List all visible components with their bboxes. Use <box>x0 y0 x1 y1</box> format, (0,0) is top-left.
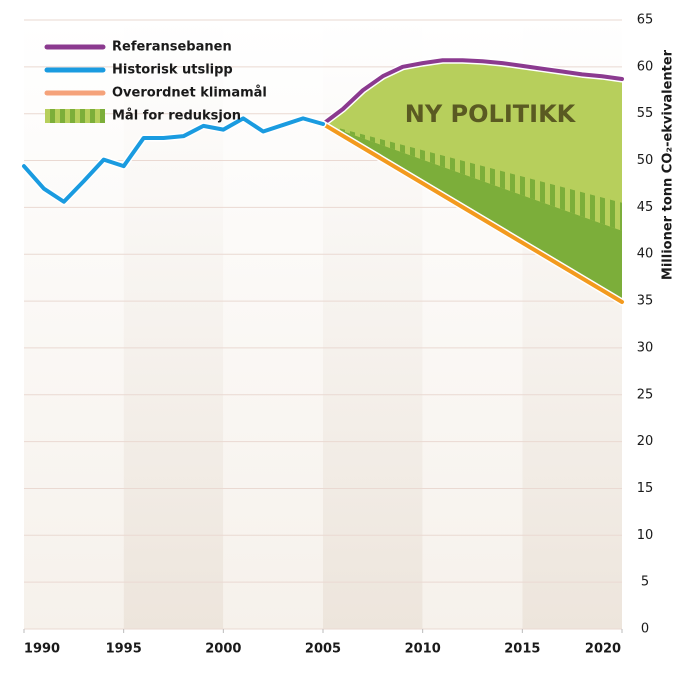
x-tick-label: 2020 <box>585 642 621 657</box>
legend-label: Overordnet klimamål <box>112 86 267 101</box>
annotation: NY POLITIKK <box>405 100 577 128</box>
y-tick-label: 50 <box>637 153 654 168</box>
y-tick-label: 60 <box>637 59 654 74</box>
y-tick-label: 30 <box>637 340 654 355</box>
y-tick-label: 15 <box>637 481 654 496</box>
y-tick-label: 25 <box>637 387 654 402</box>
plot <box>20 56 626 306</box>
legend-label: Referansebanen <box>112 40 232 55</box>
background-band <box>123 20 224 629</box>
x-tick-label: 2000 <box>205 642 241 657</box>
y-tick-label: 20 <box>637 434 654 449</box>
legend-label: Historisk utslipp <box>112 63 233 78</box>
y-tick-label: 35 <box>637 294 654 309</box>
y-tick-label: 65 <box>637 13 654 28</box>
series-line <box>22 116 325 204</box>
y-tick-label: 0 <box>641 622 649 637</box>
x-tick-label: 1995 <box>106 642 142 657</box>
y-tick-label: 55 <box>637 106 654 121</box>
y-axis-label: Millioner tonn CO₂-ekvivalenter <box>661 49 676 280</box>
y-tick-label: 5 <box>641 575 649 590</box>
series-line <box>321 58 624 126</box>
reduction-band <box>323 123 622 231</box>
y-tick-label: 45 <box>637 200 654 215</box>
x-tick-label: 2010 <box>405 642 441 657</box>
legend-swatch <box>45 109 105 123</box>
y-tick-label: 10 <box>637 528 654 543</box>
x-tick-label: 2015 <box>504 642 540 657</box>
legend: Referansebanen Historisk utslipp Overordne… <box>44 40 267 124</box>
series-line <box>321 121 624 305</box>
x-tick-label: 1990 <box>24 642 60 657</box>
x-tick-label: 2005 <box>305 642 341 657</box>
legend-label: Mål for reduksjon <box>112 109 241 124</box>
y-tick-label: 40 <box>637 247 654 262</box>
